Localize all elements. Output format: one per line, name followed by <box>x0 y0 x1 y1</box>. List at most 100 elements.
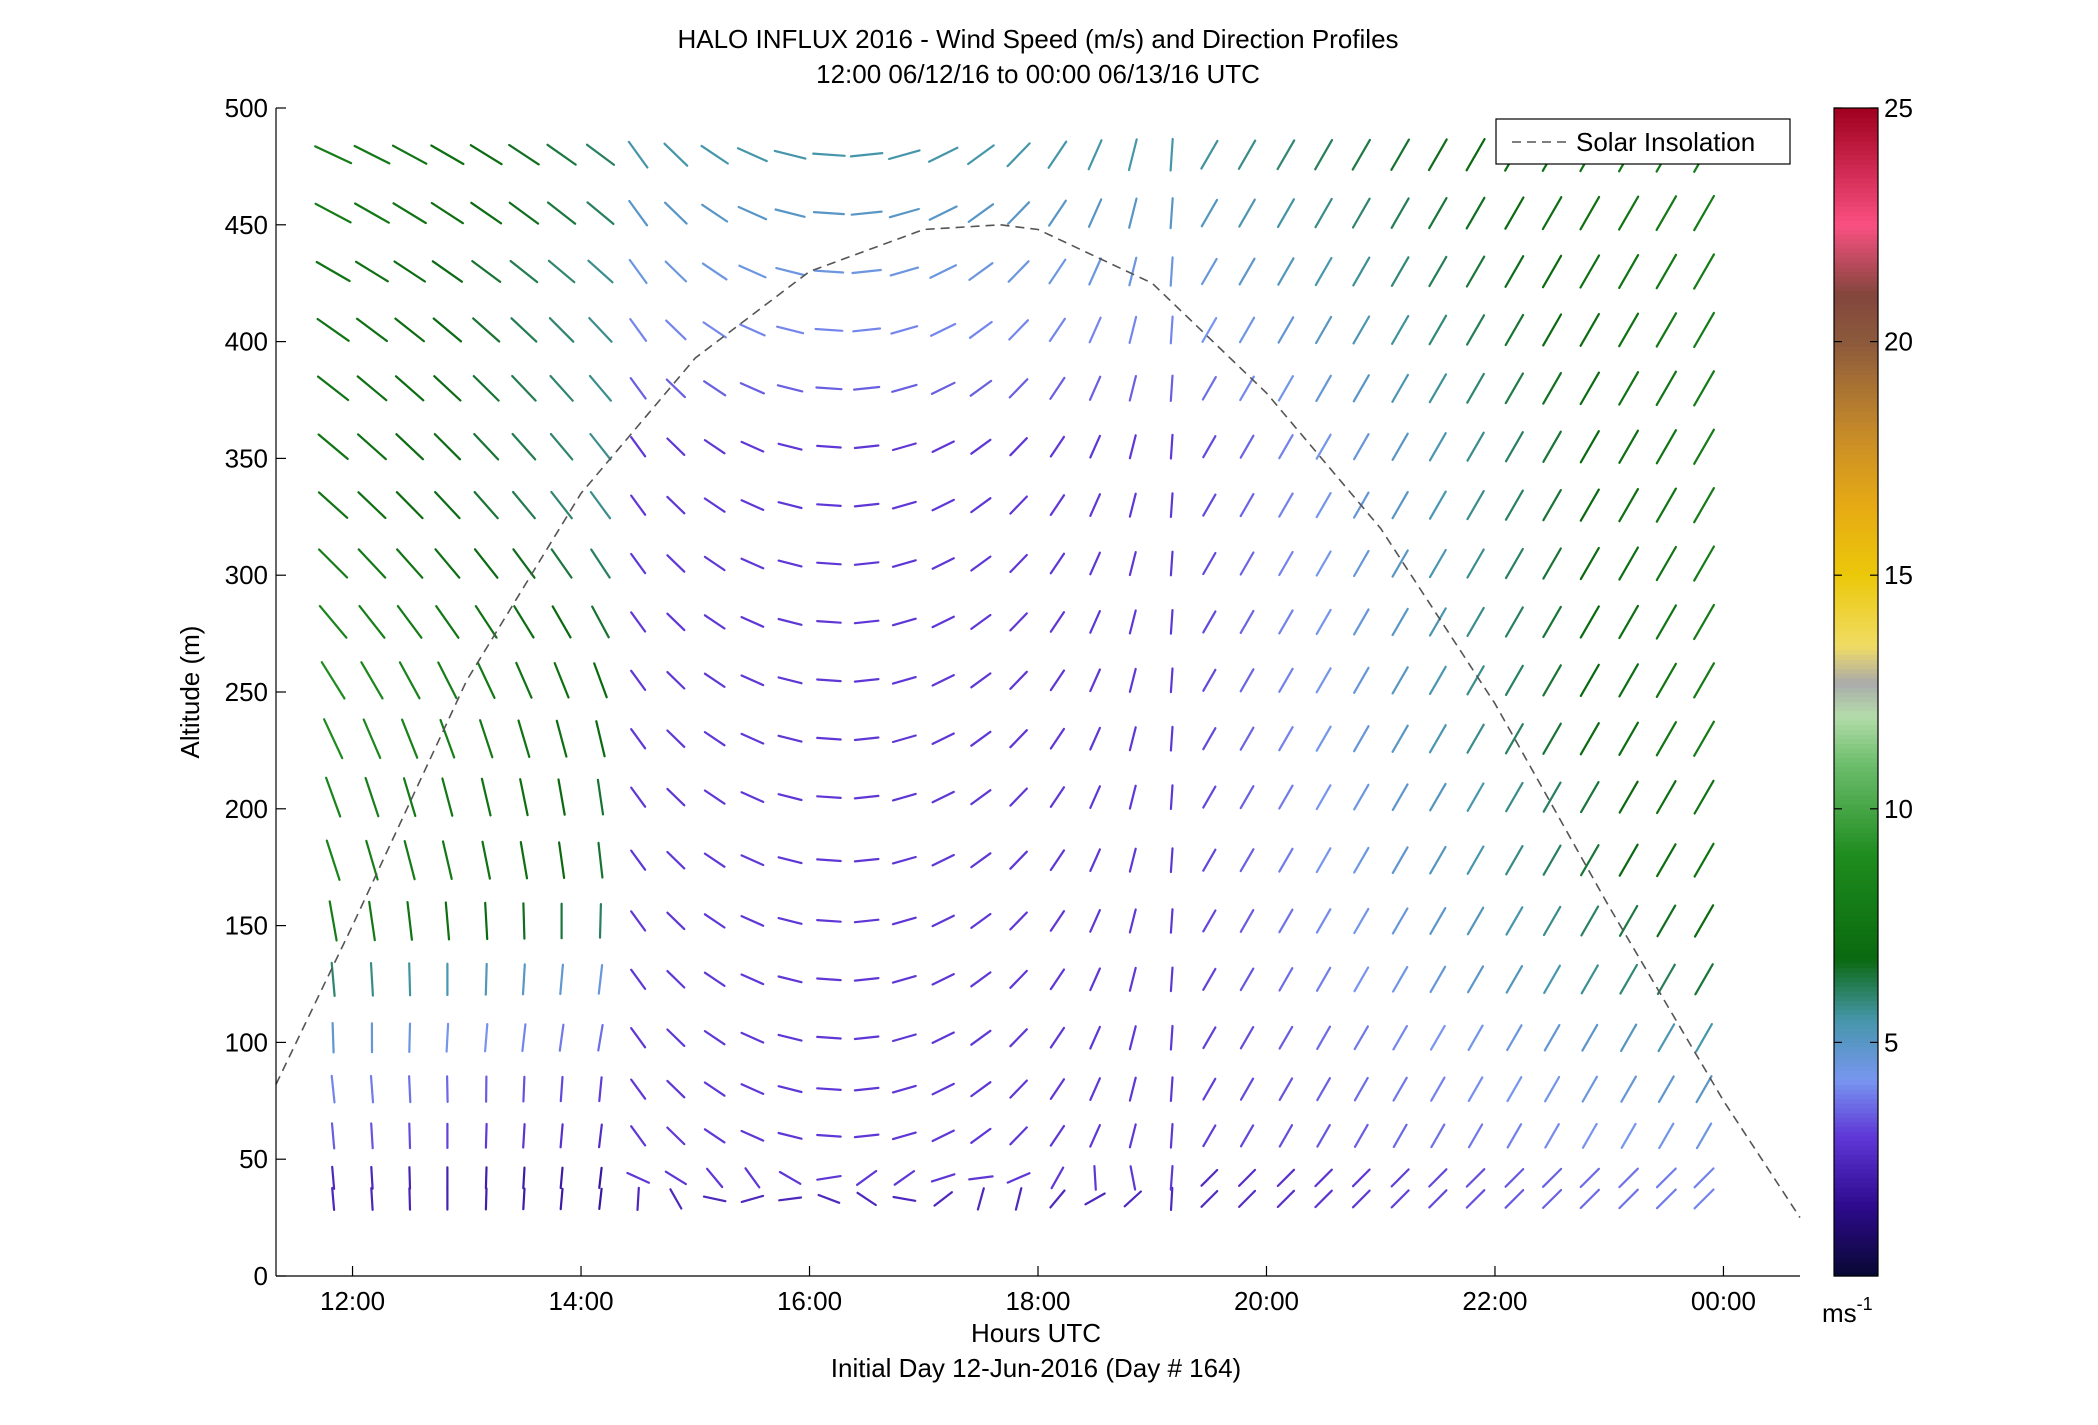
wind-barb <box>967 203 995 223</box>
wind-barb <box>393 260 426 283</box>
wind-barb <box>1392 1024 1409 1051</box>
wind-barb <box>777 975 803 984</box>
wind-barb <box>1201 317 1218 343</box>
wind-barb <box>1278 1077 1294 1102</box>
wind-barb <box>1465 196 1486 230</box>
wind-barb <box>816 619 842 624</box>
colorbar: 5 10 15 20 25 ms-1 <box>1822 93 1913 1328</box>
x-tick-label: 14:00 <box>548 1286 613 1316</box>
wind-barb <box>1618 721 1640 756</box>
wind-barb <box>665 319 687 341</box>
legend: Solar Insolation <box>1495 118 1791 165</box>
colorbar-cell <box>1834 1000 1878 1006</box>
wind-barb <box>471 260 502 283</box>
wind-barb <box>1694 963 1714 996</box>
colorbar-cell <box>1834 991 1878 997</box>
wind-barb <box>736 147 768 163</box>
wind-barb <box>851 268 882 275</box>
wind-barb <box>630 786 647 808</box>
wind-barb <box>1351 138 1372 171</box>
wind-barb <box>891 1084 917 1094</box>
wind-barb <box>406 900 413 941</box>
wind-barb <box>855 1169 878 1186</box>
wind-barb <box>702 1195 727 1203</box>
colorbar-cell <box>1834 192 1878 198</box>
wind-barb <box>853 677 880 683</box>
wind-barb <box>595 720 606 758</box>
colorbar-cell <box>1834 215 1878 221</box>
wind-barb <box>356 375 388 402</box>
colorbar-cell <box>1834 902 1878 908</box>
legend-entry-solar: Solar Insolation <box>1576 127 1755 157</box>
wind-barb <box>1128 197 1138 229</box>
wind-barb <box>331 1186 336 1212</box>
wind-barb <box>1579 605 1600 639</box>
wind-barb <box>357 491 387 520</box>
colorbar-cell <box>1834 738 1878 744</box>
wind-barb <box>519 840 529 880</box>
wind-barb <box>1655 429 1678 465</box>
wind-barb <box>1169 550 1174 577</box>
wind-barb <box>628 199 649 227</box>
colorbar-cell <box>1834 897 1878 903</box>
wind-barb <box>850 210 883 216</box>
wind-barb <box>331 1165 336 1190</box>
wind-barb <box>1655 312 1678 348</box>
colorbar-cell <box>1834 593 1878 600</box>
wind-barb <box>1169 1164 1174 1191</box>
wind-barb <box>1047 140 1068 169</box>
y-tick-label: 50 <box>239 1144 268 1174</box>
wind-barb <box>484 1187 488 1211</box>
wind-barb <box>408 1166 412 1190</box>
wind-barb <box>522 1187 526 1211</box>
wind-barb <box>889 266 920 277</box>
wind-barb <box>323 718 344 760</box>
wind-barb <box>1427 138 1448 172</box>
wind-barb <box>1202 435 1217 459</box>
wind-barb <box>816 795 842 800</box>
wind-barb <box>970 852 992 869</box>
wind-barb <box>1239 1124 1255 1148</box>
colorbar-cell <box>1834 724 1878 730</box>
wind-barb <box>1467 1076 1484 1103</box>
colorbar-cell <box>1834 874 1878 880</box>
wind-barb <box>737 205 768 221</box>
wind-barb <box>703 439 726 455</box>
wind-barb <box>470 201 503 225</box>
colorbar-cell <box>1834 140 1878 146</box>
wind-barb <box>1009 437 1028 457</box>
wind-barb <box>853 918 880 924</box>
wind-barb <box>740 732 765 745</box>
wind-barb <box>1169 433 1174 460</box>
wind-barb <box>1466 431 1485 462</box>
wind-barb <box>1009 670 1028 690</box>
colorbar-cell <box>1834 579 1878 586</box>
colorbar-cell <box>1834 514 1878 520</box>
x-axis-label: Hours UTC <box>971 1318 1101 1348</box>
wind-barb <box>853 794 880 800</box>
colorbar-cell <box>1834 500 1878 506</box>
wind-barb <box>1128 315 1138 344</box>
colorbar-cell <box>1834 948 1878 955</box>
wind-barb <box>630 1125 647 1147</box>
wind-barb <box>1315 784 1332 811</box>
wind-barb <box>1655 662 1678 699</box>
wind-barb <box>1579 313 1601 347</box>
wind-barb <box>546 143 577 166</box>
wind-barb <box>703 380 727 397</box>
wind-barb <box>1693 1188 1715 1210</box>
wind-barb <box>891 916 917 926</box>
wind-barb <box>317 375 350 402</box>
wind-barb <box>1239 785 1255 810</box>
wind-barb <box>666 1079 686 1099</box>
wind-barb <box>551 605 572 639</box>
colorbar-cell <box>1834 967 1878 973</box>
wind-barb <box>481 840 491 880</box>
wind-barb <box>1006 1172 1031 1184</box>
wind-barb <box>559 1166 564 1190</box>
wind-barb <box>1391 846 1409 875</box>
wind-barb <box>1128 726 1137 752</box>
wind-barb <box>740 440 765 453</box>
wind-barb <box>1128 434 1137 460</box>
wind-barb <box>891 734 917 744</box>
